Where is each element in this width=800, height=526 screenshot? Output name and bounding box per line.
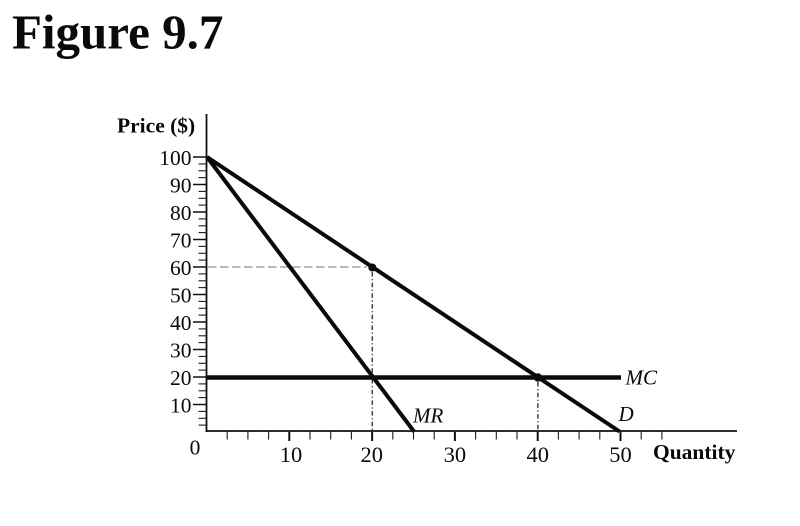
svg-text:40: 40 <box>526 442 549 467</box>
svg-text:20: 20 <box>361 442 384 467</box>
svg-text:60: 60 <box>170 256 192 280</box>
svg-text:MC: MC <box>625 366 658 390</box>
svg-text:40: 40 <box>170 311 192 335</box>
svg-text:70: 70 <box>170 228 192 252</box>
svg-text:80: 80 <box>170 201 192 225</box>
svg-text:30: 30 <box>170 338 192 362</box>
svg-text:20: 20 <box>170 366 192 390</box>
svg-text:Figure 9.7: Figure 9.7 <box>12 5 223 60</box>
svg-text:MR: MR <box>412 404 443 428</box>
svg-text:Price ($): Price ($) <box>117 114 195 138</box>
svg-text:D: D <box>618 402 634 426</box>
svg-text:30: 30 <box>444 442 467 467</box>
svg-text:50: 50 <box>609 442 632 467</box>
svg-text:90: 90 <box>170 173 192 197</box>
svg-text:Quantity: Quantity <box>653 440 736 464</box>
svg-text:0: 0 <box>190 436 201 460</box>
svg-text:50: 50 <box>170 283 192 307</box>
svg-text:10: 10 <box>280 442 303 467</box>
svg-text:100: 100 <box>159 146 191 170</box>
svg-text:10: 10 <box>170 393 192 417</box>
